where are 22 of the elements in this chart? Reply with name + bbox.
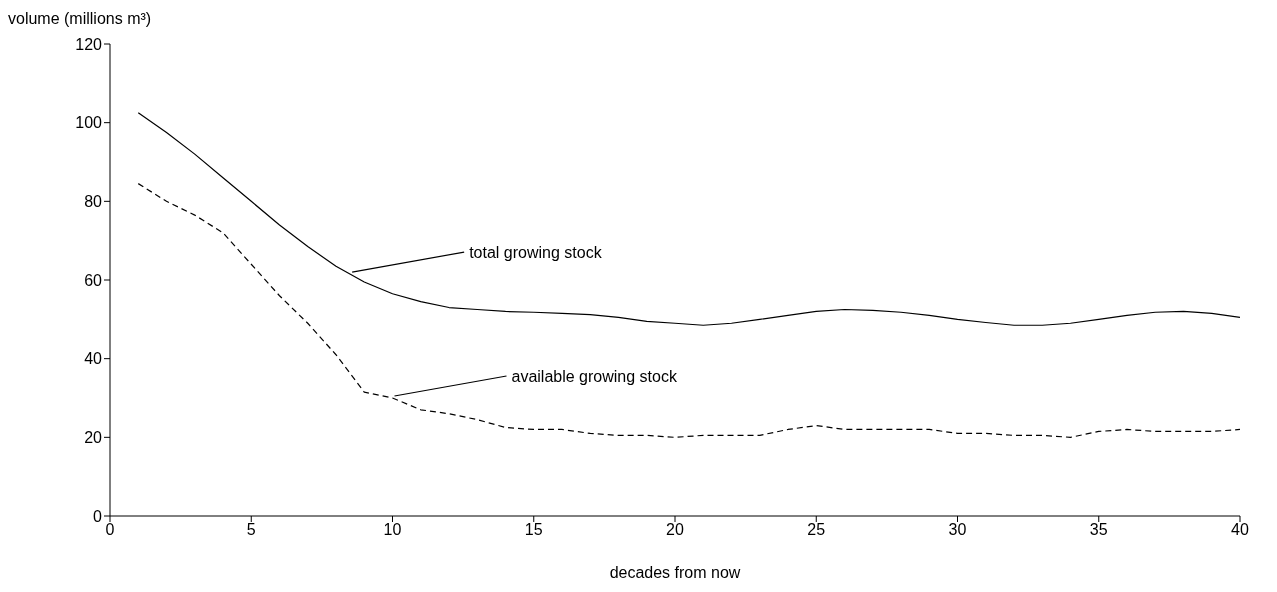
x-tick-label: 20 bbox=[666, 521, 684, 539]
y-tick-label: 60 bbox=[84, 271, 103, 289]
y-axis-title: volume (millions m³) bbox=[8, 10, 152, 27]
annotation: available growing stock bbox=[511, 368, 678, 385]
y-tick-label: 80 bbox=[84, 193, 103, 211]
y-tick-label: 100 bbox=[75, 114, 103, 132]
x-axis-title: decades from now bbox=[609, 564, 741, 581]
x-tick-label: 10 bbox=[383, 521, 402, 539]
line-series bbox=[137, 112, 1240, 326]
y-tick-label: 0 bbox=[93, 507, 103, 525]
x-tick-label: 40 bbox=[1231, 521, 1249, 539]
annotation: total growing stock bbox=[469, 244, 603, 262]
x-tick-label: 25 bbox=[807, 521, 826, 539]
x-tick-label: 15 bbox=[524, 521, 543, 539]
x-tick-label: 5 bbox=[246, 521, 256, 539]
x-tick-label: 35 bbox=[1089, 521, 1108, 539]
x-tick-label: 0 bbox=[105, 521, 115, 539]
line-series bbox=[137, 183, 1240, 438]
y-tick-label: 20 bbox=[84, 429, 103, 447]
x-tick-label: 30 bbox=[948, 521, 967, 539]
y-tick-label: 120 bbox=[75, 35, 103, 53]
y-tick-label: 40 bbox=[84, 350, 103, 368]
